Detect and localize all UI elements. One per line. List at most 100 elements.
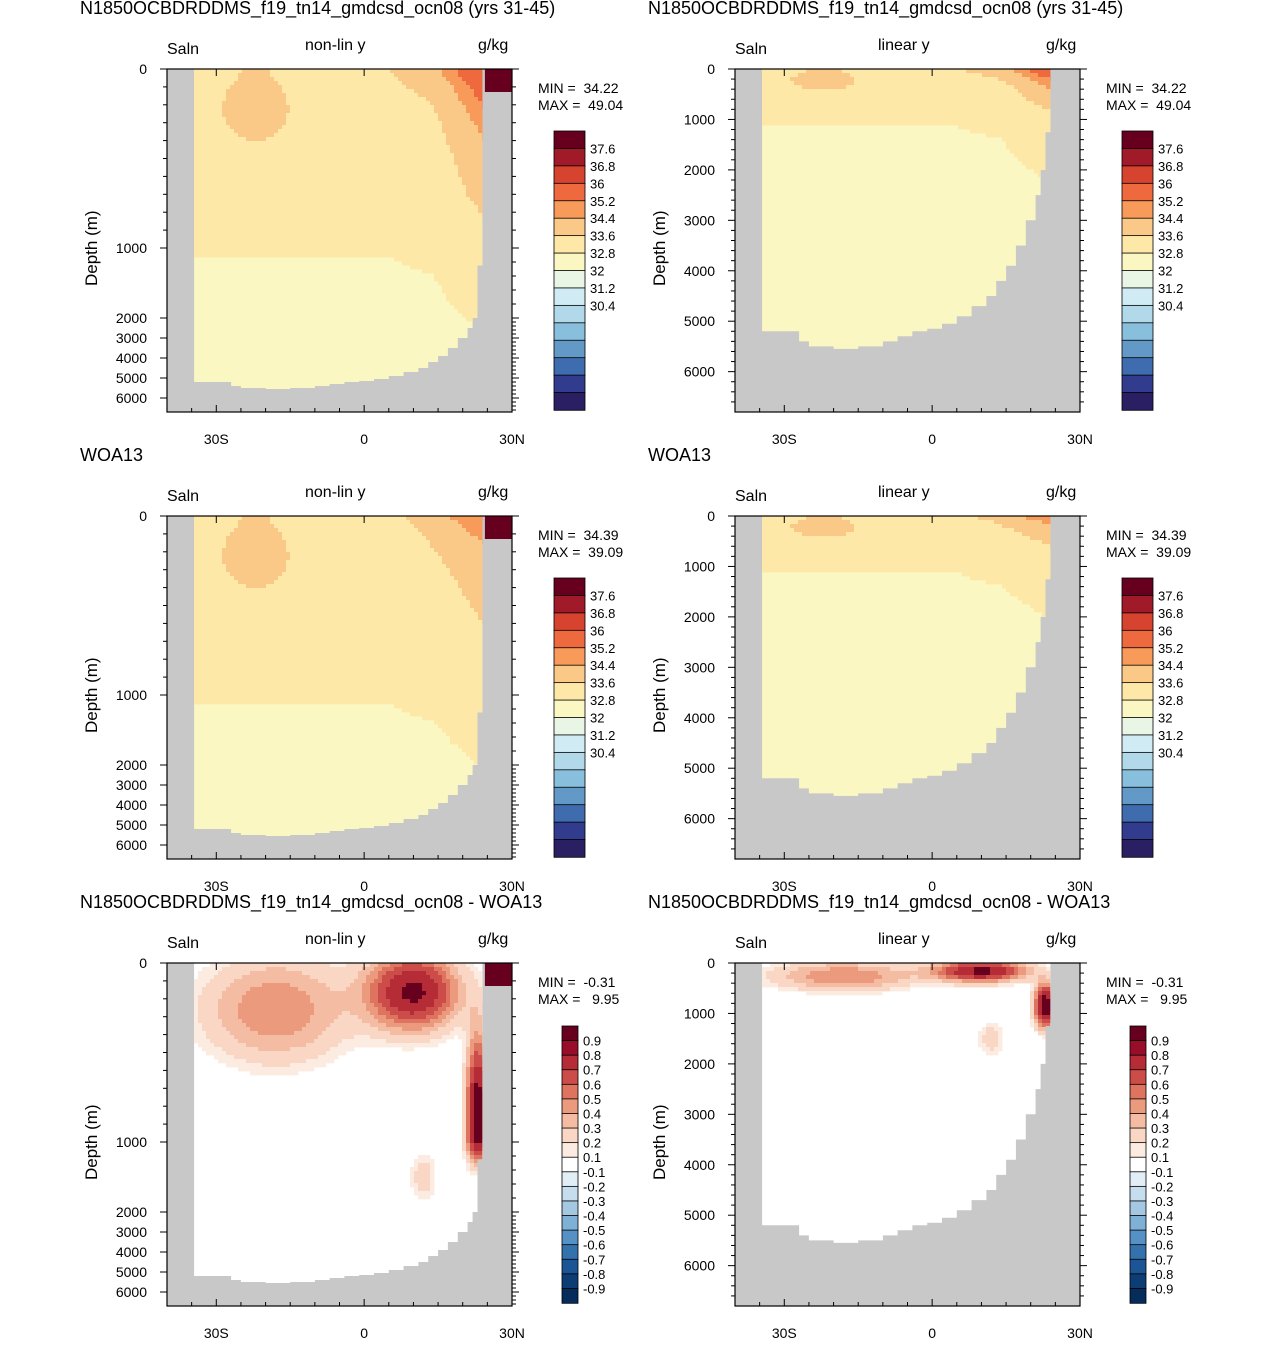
units-label: g/kg [478,484,509,501]
colorbar-label: 0.6 [1151,1077,1169,1092]
x-tick-label: 0 [360,431,368,447]
colorbar-swatch [1121,357,1154,376]
colorbar-swatch [1129,1040,1147,1056]
x-tick-label: 30S [204,878,229,894]
y-tick-label: 2000 [116,757,147,773]
ocean-field [194,516,483,836]
colorbar-label: 36.8 [590,159,615,174]
colorbar-swatch [1129,1054,1147,1071]
colorbar-swatch [1121,287,1154,307]
colorbar-label: 0.3 [583,1121,601,1136]
y-scale-label: linear y [878,37,930,54]
colorbar-label: 0.5 [1151,1092,1169,1107]
colorbar-label: 33.6 [1158,676,1183,691]
colorbar-swatch [1129,1258,1147,1275]
colorbar-swatch [1121,577,1154,597]
colorbar-label: 35.2 [1158,641,1183,656]
y-tick-label: 0 [139,955,147,971]
units-label: g/kg [1046,484,1077,501]
panel-title: N1850OCBDRDDMS_f19_tn14_gmdcsd_ocn08 (yr… [648,0,1124,18]
y-tick-label: 4000 [116,350,147,366]
colorbar-swatch [1121,200,1154,219]
panel-obs-lin: WOA13 Saln linear y g/kg MIN = 34.39 MAX = 39… [568,445,1210,895]
colorbar-swatch [1121,339,1154,359]
y-tick-label: 3000 [116,1224,147,1240]
colorbar-label: 30.4 [1158,745,1183,760]
y-scale-label: linear y [878,484,930,501]
y-tick-label: 3000 [684,659,715,675]
colorbar-swatch [1121,322,1154,341]
x-tick-label: 0 [360,1325,368,1341]
max-label: MAX = 9.95 [538,991,620,1007]
plot-svg: 30S 0 30N10002000300040005000600000.90.80.… [684,955,1174,1341]
colorbar-swatch [1129,1273,1147,1290]
colorbar-label: 37.6 [590,588,615,603]
colorbar-swatch [1121,182,1154,202]
variable-label: Saln [735,935,768,952]
y-tick-label: 2000 [684,162,715,178]
colorbar-swatch [1129,1142,1147,1158]
variable-label: Saln [735,41,768,58]
colorbar-swatch [1121,235,1154,254]
colorbar-label: -0.5 [583,1223,605,1238]
plot-svg: 30S 0 30N 0 1000 2000 3000 4000 5000 6000 37.6 36.8… [116,61,615,447]
colorbar-swatch [1121,839,1154,858]
colorbar-label: -0.2 [583,1179,605,1194]
x-tick-label: 30N [1067,1325,1093,1341]
colorbar-label: 0.2 [1151,1136,1169,1151]
min-label: MIN = -0.31 [1106,974,1184,990]
colorbar-label: 31.2 [590,281,615,296]
colorbar-label: 33.6 [590,676,615,691]
min-label: MIN = 34.22 [1106,80,1187,96]
y-tick-label: 6000 [116,837,147,853]
x-tick-label: 30N [1067,878,1093,894]
colorbar-label: 32 [590,264,604,279]
y-tick-label: 5000 [684,1207,715,1223]
colorbar-swatch [1121,304,1154,324]
colorbar-label: -0.3 [1151,1194,1173,1209]
colorbar-swatch [1129,1083,1147,1100]
y-tick-label: 0 [707,955,715,971]
colorbar-label: 0.4 [1151,1106,1169,1121]
panel-title: N1850OCBDRDDMS_f19_tn14_gmdcsd_ocn08 - W… [80,892,543,912]
colorbar-label: 32.8 [1158,246,1183,261]
panel-diff-nonlin: N1850OCBDRDDMS_f19_tn14_gmdcsd_ocn08 - W… [0,892,642,1342]
colorbar-swatch [553,839,586,858]
colorbar-swatch [1121,682,1154,701]
colorbar-swatch [1121,595,1154,614]
y-tick-label: 3000 [684,1106,715,1122]
colorbar-swatch [553,392,586,411]
y-tick-label: 2000 [684,609,715,625]
y-tick-label: 4000 [684,263,715,279]
y-tick-label: 5000 [116,1264,147,1280]
colorbar-label: 0.7 [1151,1063,1169,1078]
colorbar-label: 32 [590,711,604,726]
units-label: g/kg [1046,931,1077,948]
colorbar-swatch [1121,130,1154,150]
y-tick-label: 4000 [116,797,147,813]
colorbar-swatch [1129,1200,1147,1217]
y-tick-label: 2000 [684,1056,715,1072]
colorbar-swatch [1121,751,1154,771]
colorbar-label: 34.4 [590,658,615,673]
panel-model-lin: N1850OCBDRDDMS_f19_tn14_gmdcsd_ocn08 (yr… [568,0,1210,448]
colorbar-label: -0.4 [583,1209,605,1224]
y-tick-label: 5000 [684,760,715,776]
y-tick-label: 5000 [684,313,715,329]
colorbar-label: 0.2 [583,1136,601,1151]
units-label: g/kg [478,931,509,948]
colorbar-label: 0.7 [583,1063,601,1078]
x-tick-label: 30S [772,431,797,447]
colorbar-swatch [1121,374,1154,394]
colorbar-swatch [1129,1244,1147,1260]
colorbar-label: 37.6 [1158,588,1183,603]
colorbar-label: 32 [1158,264,1172,279]
colorbar-label: -0.3 [583,1194,605,1209]
colorbar-label: 0.8 [583,1048,601,1063]
y-tick-label: 4000 [684,1157,715,1173]
ocean-field [762,963,1051,1243]
panel-model-nonlin: N1850OCBDRDDMS_f19_tn14_gmdcsd_ocn08 (yr… [0,0,642,448]
colorbar-label: 31.2 [1158,728,1183,743]
min-label: MIN = -0.31 [538,974,616,990]
colorbar-swatch [1121,217,1154,237]
